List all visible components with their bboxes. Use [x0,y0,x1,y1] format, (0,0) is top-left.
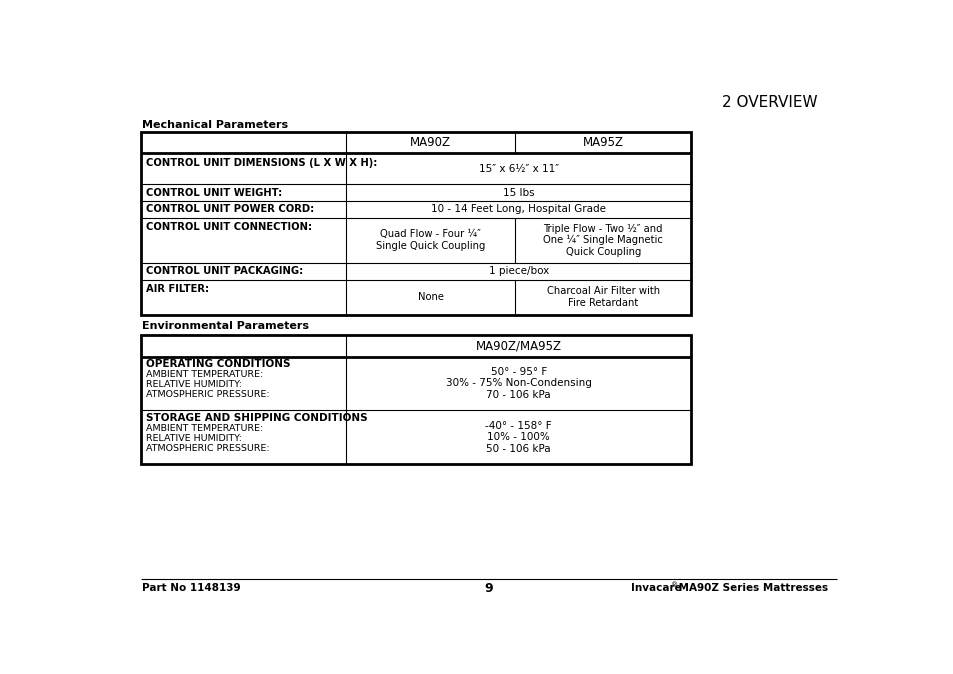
Text: CONTROL UNIT POWER CORD:: CONTROL UNIT POWER CORD: [146,204,314,214]
Text: 50° - 95° F
30% - 75% Non-Condensing
70 - 106 kPa: 50° - 95° F 30% - 75% Non-Condensing 70 … [445,367,591,400]
Text: CONTROL UNIT DIMENSIONS (L X W X H):: CONTROL UNIT DIMENSIONS (L X W X H): [146,158,376,168]
Text: None: None [417,293,443,302]
Text: MA90Z/MA95Z: MA90Z/MA95Z [476,339,561,353]
Text: ATMOSPHERIC PRESSURE:: ATMOSPHERIC PRESSURE: [146,443,269,453]
Text: 15 lbs: 15 lbs [502,187,534,197]
Text: CONTROL UNIT PACKAGING:: CONTROL UNIT PACKAGING: [146,266,302,276]
Text: 2 OVERVIEW: 2 OVERVIEW [721,95,818,110]
Text: Part No 1148139: Part No 1148139 [142,583,241,593]
Text: 1 piece/box: 1 piece/box [488,266,548,276]
Text: MA90Z Series Mattresses: MA90Z Series Mattresses [674,583,827,593]
Text: MA95Z: MA95Z [582,136,623,149]
Text: ®: ® [670,582,678,588]
Text: Quad Flow - Four ¼″
Single Quick Coupling: Quad Flow - Four ¼″ Single Quick Couplin… [375,229,485,251]
Text: 15″ x 6½″ x 11″: 15″ x 6½″ x 11″ [478,164,558,174]
Text: AMBIENT TEMPERATURE:: AMBIENT TEMPERATURE: [146,424,263,433]
Text: CONTROL UNIT WEIGHT:: CONTROL UNIT WEIGHT: [146,187,281,197]
Bar [141,335,691,464]
Text: ATMOSPHERIC PRESSURE:: ATMOSPHERIC PRESSURE: [146,390,269,399]
Text: 10 - 14 Feet Long, Hospital Grade: 10 - 14 Feet Long, Hospital Grade [431,204,605,214]
Text: Environmental Parameters: Environmental Parameters [142,321,309,331]
Text: Triple Flow - Two ½″ and
One ¼″ Single Magnetic
Quick Coupling: Triple Flow - Two ½″ and One ¼″ Single M… [542,224,662,257]
Text: Charcoal Air Filter with
Fire Retardant: Charcoal Air Filter with Fire Retardant [546,286,659,308]
Text: CONTROL UNIT CONNECTION:: CONTROL UNIT CONNECTION: [146,222,312,232]
Text: Invacare: Invacare [630,583,680,593]
Text: AMBIENT TEMPERATURE:: AMBIENT TEMPERATURE: [146,370,263,379]
Text: -40° - 158° F
10% - 100%
50 - 106 kPa: -40° - 158° F 10% - 100% 50 - 106 kPa [485,421,552,454]
Bar [141,131,691,315]
Text: RELATIVE HUMIDITY:: RELATIVE HUMIDITY: [146,433,241,443]
Text: AIR FILTER:: AIR FILTER: [146,284,209,294]
Text: Mechanical Parameters: Mechanical Parameters [142,120,289,130]
Text: RELATIVE HUMIDITY:: RELATIVE HUMIDITY: [146,379,241,389]
Text: OPERATING CONDITIONS: OPERATING CONDITIONS [146,359,290,369]
Text: 9: 9 [484,582,493,595]
Text: MA90Z: MA90Z [410,136,451,149]
Text: STORAGE AND SHIPPING CONDITIONS: STORAGE AND SHIPPING CONDITIONS [146,413,367,423]
